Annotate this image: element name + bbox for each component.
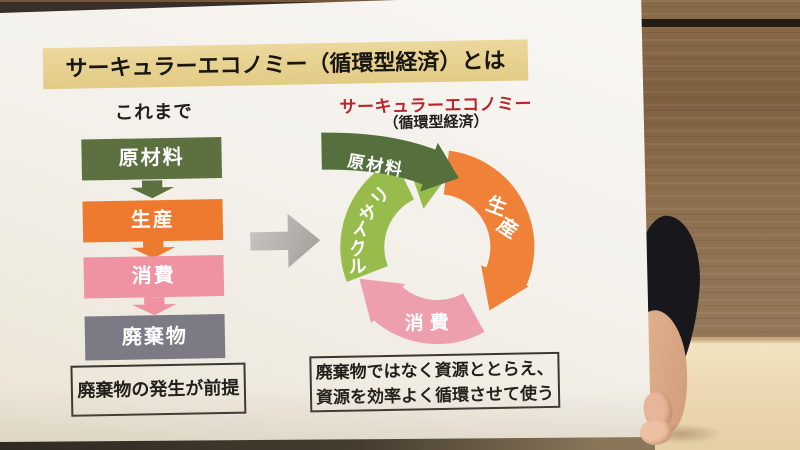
input-arrowhead-icon [419, 142, 459, 192]
cycle-caption: 廃棄物ではなく資源ととらえ、 資源を効率よく循環させて使う [309, 351, 561, 413]
cycle-arrowhead-production-icon [481, 265, 529, 311]
input-arrow [321, 132, 439, 186]
title-banner: サーキュラーエコノミー（循環型経済）とは [42, 39, 529, 90]
down-arrow-icon [130, 180, 174, 199]
cycle-arc-consumption [373, 286, 485, 344]
cycle-arc-recycle [340, 159, 415, 282]
cycle-diagram: リ サ イ ク ル 生 産 消費 原材料 [321, 132, 535, 344]
flow-box-consumption: 消費 [83, 254, 225, 299]
consumption-label: 消費 [405, 311, 455, 335]
down-arrow-icon [132, 297, 176, 316]
cycle-arc-production [442, 150, 535, 287]
before-heading: これまで [114, 100, 193, 123]
cycle-arrowhead-consumption-icon [359, 278, 406, 324]
before-caption: 廃棄物の発生が前提 [70, 362, 247, 417]
cycle-caption-line2: 資源を効率よく循環させて使う [315, 383, 555, 408]
recycle-label-char: ク [347, 237, 369, 261]
flow-box-production: 生産 [82, 198, 224, 243]
wall-dark-stripe [575, 19, 800, 27]
recycle-label-char: ル [348, 256, 367, 277]
flow-box-raw-materials: 原材料 [81, 136, 223, 181]
flow-box-waste: 廃棄物 [84, 313, 226, 361]
